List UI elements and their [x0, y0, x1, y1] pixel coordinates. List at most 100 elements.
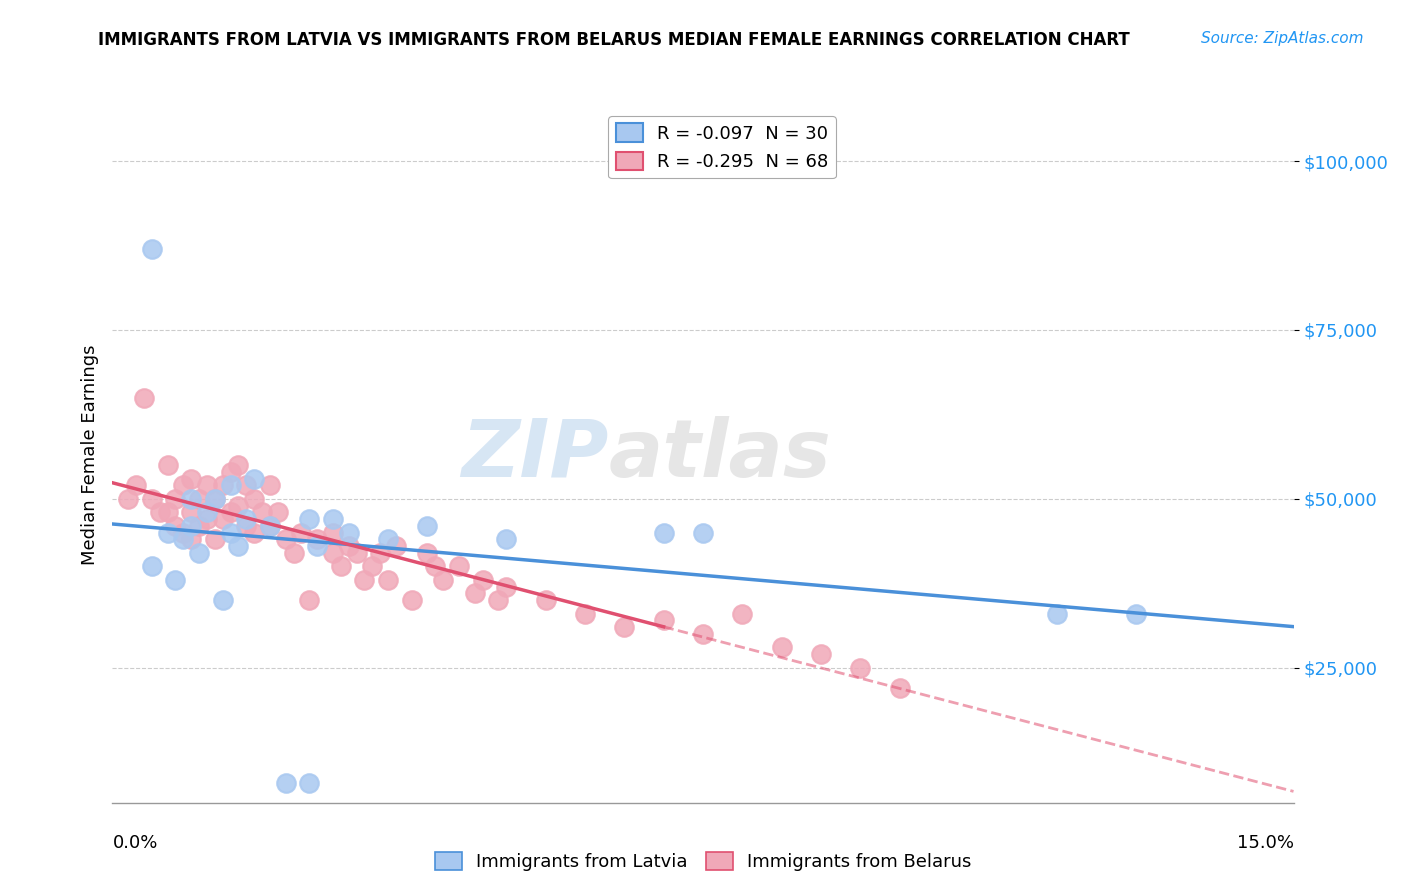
Point [471, 573, 494, 587]
Point [156, 458, 179, 472]
Point [447, 559, 470, 574]
Point [195, 478, 218, 492]
Point [250, 505, 273, 519]
Point [243, 525, 266, 540]
Point [165, 573, 187, 587]
Point [495, 580, 517, 594]
Legend: R = -0.097  N = 30, R = -0.295  N = 68: R = -0.097 N = 30, R = -0.295 N = 68 [609, 116, 835, 178]
Point [652, 614, 675, 628]
Point [156, 505, 179, 519]
Point [228, 539, 250, 553]
Point [385, 539, 408, 553]
Point [368, 546, 391, 560]
Legend: Immigrants from Latvia, Immigrants from Belarus: Immigrants from Latvia, Immigrants from … [427, 845, 979, 879]
Point [274, 533, 297, 547]
Point [849, 661, 872, 675]
Point [180, 533, 202, 547]
Point [204, 491, 226, 506]
Point [401, 593, 423, 607]
Point [235, 512, 257, 526]
Point [889, 681, 911, 695]
Point [141, 559, 163, 574]
Point [267, 505, 290, 519]
Point [432, 573, 454, 587]
Point [204, 491, 226, 506]
Point [235, 519, 257, 533]
Point [141, 242, 163, 256]
Point [307, 533, 329, 547]
Point [322, 525, 344, 540]
Point [329, 559, 352, 574]
Y-axis label: Median Female Earnings: Median Female Earnings [80, 344, 98, 566]
Point [259, 478, 281, 492]
Point [141, 491, 163, 506]
Text: 0.0%: 0.0% [112, 834, 157, 852]
Point [298, 512, 321, 526]
Point [495, 533, 517, 547]
Point [337, 525, 360, 540]
Point [211, 593, 233, 607]
Point [180, 519, 202, 533]
Point [322, 512, 344, 526]
Point [361, 559, 384, 574]
Point [770, 640, 793, 655]
Point [652, 525, 675, 540]
Point [810, 647, 832, 661]
Text: IMMIGRANTS FROM LATVIA VS IMMIGRANTS FROM BELARUS MEDIAN FEMALE EARNINGS CORRELA: IMMIGRANTS FROM LATVIA VS IMMIGRANTS FRO… [98, 31, 1130, 49]
Point [298, 775, 321, 789]
Point [219, 505, 242, 519]
Point [322, 546, 344, 560]
Point [228, 458, 250, 472]
Point [188, 519, 211, 533]
Point [259, 519, 281, 533]
Text: ZIP: ZIP [461, 416, 609, 494]
Point [219, 525, 242, 540]
Point [235, 478, 257, 492]
Point [731, 607, 754, 621]
Point [574, 607, 596, 621]
Text: 15.0%: 15.0% [1236, 834, 1294, 852]
Point [180, 505, 202, 519]
Point [259, 519, 281, 533]
Point [156, 525, 179, 540]
Point [613, 620, 636, 634]
Point [377, 533, 399, 547]
Point [274, 775, 297, 789]
Point [425, 559, 447, 574]
Point [180, 491, 202, 506]
Point [211, 478, 233, 492]
Text: Source: ZipAtlas.com: Source: ZipAtlas.com [1201, 31, 1364, 46]
Point [188, 546, 211, 560]
Point [353, 573, 375, 587]
Point [172, 525, 194, 540]
Point [228, 499, 250, 513]
Point [172, 478, 194, 492]
Point [195, 505, 218, 519]
Point [117, 491, 139, 506]
Point [180, 472, 202, 486]
Point [195, 512, 218, 526]
Point [243, 491, 266, 506]
Point [188, 491, 211, 506]
Point [132, 391, 155, 405]
Point [416, 546, 439, 560]
Point [290, 525, 312, 540]
Point [219, 465, 242, 479]
Point [486, 593, 509, 607]
Point [243, 472, 266, 486]
Point [377, 573, 399, 587]
Point [172, 533, 194, 547]
Point [534, 593, 557, 607]
Point [464, 586, 486, 600]
Point [204, 533, 226, 547]
Point [283, 546, 305, 560]
Point [1125, 607, 1147, 621]
Point [346, 546, 368, 560]
Point [692, 627, 714, 641]
Point [219, 478, 242, 492]
Point [298, 593, 321, 607]
Point [211, 512, 233, 526]
Point [1046, 607, 1069, 621]
Point [125, 478, 148, 492]
Point [165, 491, 187, 506]
